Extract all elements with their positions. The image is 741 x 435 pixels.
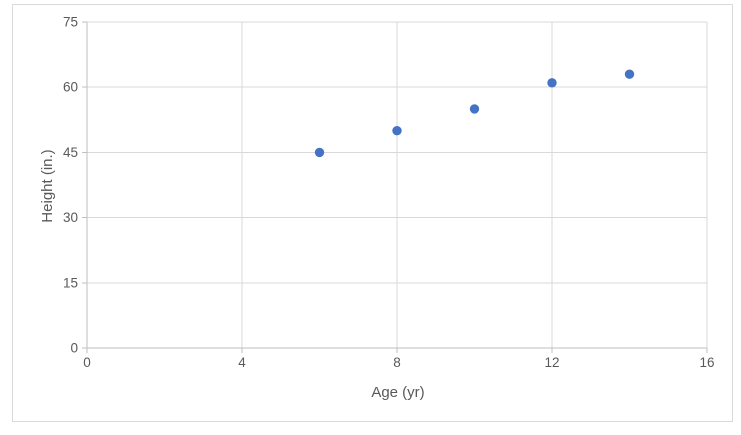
data-point [469, 104, 480, 114]
chart-area: 0 15 30 45 60 75 0 4 8 12 16 Age (yr) Height (in.) [12, 4, 733, 422]
data-point [624, 69, 635, 79]
x-axis-title: Age (yr) [371, 384, 425, 401]
y-tick-label: 75 [63, 15, 78, 30]
x-tick-label: 4 [238, 355, 246, 370]
data-point [547, 78, 557, 88]
x-tick-label: 12 [544, 355, 559, 370]
y-tick-label: 45 [63, 145, 78, 160]
scatter-plot: 0 15 30 45 60 75 0 4 8 12 16 [63, 15, 715, 371]
y-tick-label: 30 [63, 210, 78, 225]
y-tick-label: 0 [70, 341, 78, 356]
data-point [314, 147, 325, 158]
x-tick-label: 0 [83, 355, 91, 370]
y-tick-label: 60 [63, 80, 78, 95]
y-axis-title: Height (in.) [39, 149, 56, 223]
x-tick-label: 8 [393, 355, 401, 370]
y-tick-label: 15 [63, 275, 78, 290]
x-tick-label: 16 [699, 355, 714, 370]
data-point [392, 125, 402, 136]
